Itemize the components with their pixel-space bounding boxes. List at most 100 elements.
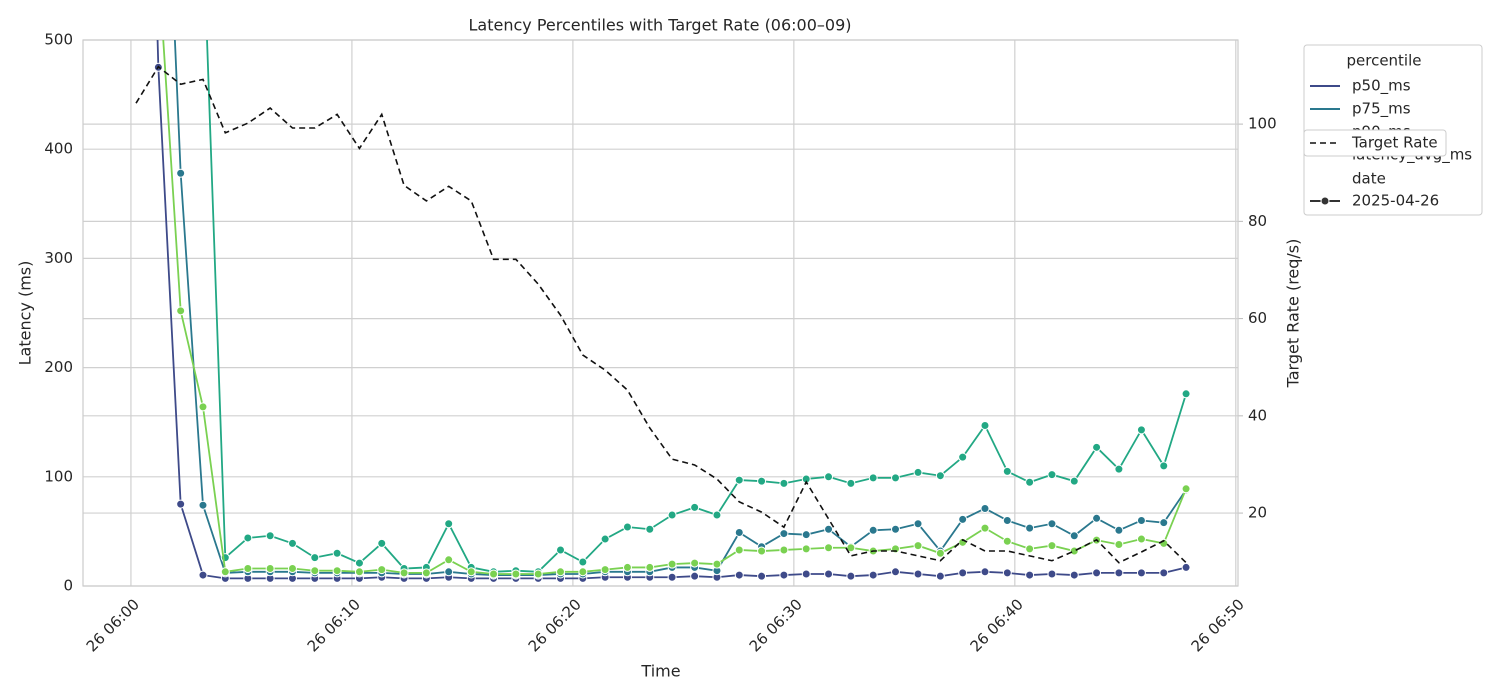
y-axis-label: Latency (ms) — [16, 261, 35, 366]
series-marker — [846, 478, 856, 488]
series-marker — [1181, 562, 1191, 572]
legend-label: Target Rate — [1351, 134, 1438, 152]
series-marker — [734, 475, 744, 485]
series-marker — [645, 524, 655, 534]
series-marker — [1047, 519, 1057, 529]
series-marker — [890, 524, 900, 534]
series-marker — [890, 473, 900, 483]
series-marker — [1181, 389, 1191, 399]
y-tick-label: 0 — [63, 577, 73, 595]
series-marker — [868, 525, 878, 535]
series-marker — [310, 553, 320, 563]
y2-tick-label: 20 — [1248, 504, 1267, 522]
series-marker — [1136, 568, 1146, 578]
y2-tick-label: 80 — [1248, 212, 1267, 230]
series-marker — [265, 564, 275, 574]
series-marker — [1114, 540, 1124, 550]
series-marker — [645, 562, 655, 572]
series-marker — [824, 543, 834, 553]
series-marker — [690, 558, 700, 568]
series-marker — [958, 568, 968, 578]
legend-box — [1303, 129, 1447, 157]
series-marker — [622, 562, 632, 572]
series-marker — [1002, 568, 1012, 578]
series-marker — [757, 571, 767, 581]
series-marker — [935, 471, 945, 481]
series-marker — [310, 566, 320, 576]
legend-style-title: date — [1352, 170, 1386, 188]
series-marker — [1069, 570, 1079, 580]
series-marker — [1047, 541, 1057, 551]
series-marker — [1069, 531, 1079, 541]
series-marker — [980, 523, 990, 533]
series-marker — [980, 503, 990, 513]
series-marker — [444, 519, 454, 529]
series-marker — [1047, 569, 1057, 579]
y2-tick-label: 100 — [1248, 115, 1277, 133]
series-marker — [600, 534, 610, 544]
series-marker — [1092, 568, 1102, 578]
series-marker — [287, 538, 297, 548]
series-marker — [734, 570, 744, 580]
series-marker — [913, 467, 923, 477]
series-marker — [801, 544, 811, 554]
series-marker — [801, 569, 811, 579]
series-marker — [1025, 570, 1035, 580]
series-marker — [734, 545, 744, 555]
series-marker — [556, 545, 566, 555]
series-marker — [913, 569, 923, 579]
series-marker — [935, 548, 945, 558]
series-marker — [846, 571, 856, 581]
series-marker — [377, 538, 387, 548]
series-marker — [779, 529, 789, 539]
series-marker — [1092, 513, 1102, 523]
series-marker — [913, 541, 923, 551]
y-tick-label: 500 — [44, 31, 73, 49]
plot-area — [135, 40, 1191, 583]
y-tick-label: 100 — [44, 467, 73, 485]
series-marker — [1092, 442, 1102, 452]
series-marker — [779, 570, 789, 580]
series-marker — [533, 569, 543, 579]
series-marker — [377, 565, 387, 575]
series-marker — [1002, 515, 1012, 525]
series-marker — [1114, 525, 1124, 535]
series-marker — [578, 557, 588, 567]
series-marker — [399, 568, 409, 578]
series-marker — [667, 510, 677, 520]
series-marker — [489, 569, 499, 579]
series-marker — [868, 473, 878, 483]
series-marker — [690, 571, 700, 581]
series-marker — [176, 306, 186, 316]
series-marker — [1181, 484, 1191, 494]
chart-title: Latency Percentiles with Target Rate (06… — [468, 16, 851, 35]
series-marker — [176, 168, 186, 178]
series-marker — [1136, 534, 1146, 544]
series-marker — [801, 530, 811, 540]
series-marker — [1114, 568, 1124, 578]
x-axis-label: Time — [640, 662, 680, 681]
series-marker — [757, 546, 767, 556]
series-marker — [1136, 515, 1146, 525]
series-marker — [444, 567, 454, 577]
series-marker — [712, 510, 722, 520]
series-marker — [511, 569, 521, 579]
series-marker — [1114, 464, 1124, 474]
series-marker — [824, 472, 834, 482]
series-marker — [265, 531, 275, 541]
series-marker — [980, 567, 990, 577]
y2-tick-label: 40 — [1248, 406, 1267, 424]
series-marker — [444, 555, 454, 565]
series-marker — [824, 569, 834, 579]
series-marker — [354, 567, 364, 577]
series-marker — [824, 524, 834, 534]
series-marker — [1002, 466, 1012, 476]
series-marker — [935, 571, 945, 581]
series-marker — [980, 420, 990, 430]
series-marker — [1159, 568, 1169, 578]
series-marker — [1025, 544, 1035, 554]
series-marker — [757, 476, 767, 486]
series-marker — [243, 533, 253, 543]
series-marker — [1025, 523, 1035, 533]
